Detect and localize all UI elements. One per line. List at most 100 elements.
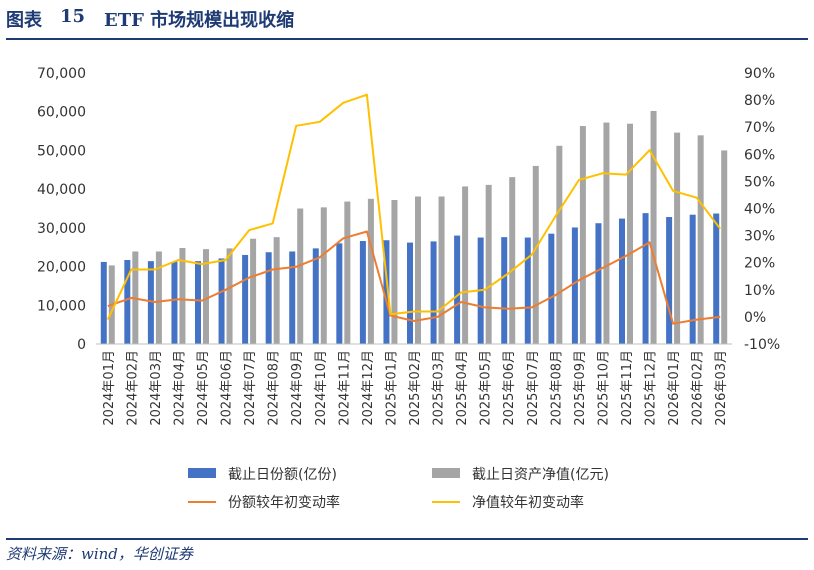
bar-units xyxy=(595,223,602,344)
x-axis-tick-label: 2024年02月 xyxy=(125,350,140,426)
bar-nav xyxy=(203,249,209,344)
bar-nav xyxy=(485,184,492,344)
bar-nav xyxy=(179,247,186,344)
x-axis-tick-label: 2024年12月 xyxy=(361,350,376,426)
x-axis-tick-label: 2024年04月 xyxy=(172,350,187,426)
legend-swatch-units xyxy=(188,468,216,478)
bar-units xyxy=(359,241,366,344)
bar-units xyxy=(407,242,413,344)
right-axis-tick-label: 20% xyxy=(744,256,775,272)
x-axis-tick-label: 2026年02月 xyxy=(691,350,706,426)
legend-label-nav-change: 净值较年初变动率 xyxy=(472,495,584,511)
bar-units xyxy=(548,233,555,344)
left-axis-tick-label: 20,000 xyxy=(37,260,86,276)
bar-units xyxy=(383,240,390,344)
x-axis-tick-label: 2025年05月 xyxy=(479,350,494,426)
left-axis-tick-label: 40,000 xyxy=(37,182,86,198)
bar-nav xyxy=(603,122,610,344)
bar-units xyxy=(171,261,178,344)
right-axis-tick-label: 60% xyxy=(744,147,775,163)
x-axis-tick-label: 2025年10月 xyxy=(596,350,611,426)
line-nav-change xyxy=(106,93,721,321)
bar-units xyxy=(218,258,225,344)
bar-units xyxy=(689,214,696,344)
right-axis-tick-label: 70% xyxy=(744,120,775,136)
bar-units xyxy=(713,213,720,344)
bar-nav xyxy=(297,208,304,344)
x-axis-tick-label: 2025年09月 xyxy=(573,350,588,426)
left-axis-tick-label: 50,000 xyxy=(37,143,86,159)
top-rule xyxy=(6,38,808,40)
bar-nav xyxy=(273,237,280,344)
bar-nav xyxy=(391,199,398,344)
bar-units xyxy=(100,261,107,344)
bar-units xyxy=(289,251,296,344)
line-units-change xyxy=(107,230,721,325)
bar-nav xyxy=(579,126,586,344)
bar-nav xyxy=(250,238,257,344)
bar-units xyxy=(430,241,437,344)
right-axis-tick-label: 10% xyxy=(744,283,775,299)
legend-label-units-change: 份额较年初变动率 xyxy=(228,495,340,511)
x-axis-tick-label: 2025年12月 xyxy=(644,350,659,426)
right-axis-tick-label: 50% xyxy=(744,174,775,190)
x-axis-tick-label: 2024年10月 xyxy=(314,350,329,426)
bar-units xyxy=(195,261,201,344)
legend-label-nav: 截止日资产净值(亿元) xyxy=(472,467,609,483)
bottom-rule xyxy=(6,538,808,540)
bar-nav xyxy=(627,123,633,344)
bar-units xyxy=(619,218,625,344)
x-axis-tick-label: 2025年02月 xyxy=(408,350,423,426)
legend-swatch-nav-change xyxy=(432,501,460,503)
bar-nav xyxy=(509,177,516,344)
bar-units xyxy=(312,248,319,344)
chart-heading: 图表 15 ETF 市场规模出现收缩 xyxy=(6,2,808,36)
left-axis-tick-label: 30,000 xyxy=(37,221,86,237)
bar-units xyxy=(265,252,272,344)
left-axis-tick-label: 70,000 xyxy=(37,66,86,82)
bar-nav xyxy=(367,198,374,344)
legend-label-units: 截止日份额(亿份) xyxy=(228,467,337,483)
bar-nav xyxy=(320,207,327,344)
bar-nav xyxy=(438,196,445,344)
x-axis-tick-label: 2025年08月 xyxy=(549,350,564,426)
bar-nav xyxy=(721,150,728,344)
bar-units xyxy=(524,237,531,344)
x-axis-tick-label: 2025年06月 xyxy=(502,350,517,426)
bar-nav xyxy=(556,145,563,344)
bar-nav xyxy=(155,251,162,344)
bar-units xyxy=(147,261,154,344)
legend-swatch-units-change xyxy=(188,501,216,503)
x-axis-tick-label: 2024年09月 xyxy=(290,350,305,426)
x-axis-tick-label: 2025年04月 xyxy=(455,350,470,426)
x-axis-tick-label: 2024年11月 xyxy=(337,350,352,426)
x-axis-tick-label: 2025年01月 xyxy=(384,350,399,426)
bar-units xyxy=(642,213,649,344)
right-axis-tick-label: 90% xyxy=(744,66,775,82)
x-axis-tick-label: 2025年07月 xyxy=(526,350,541,426)
right-axis-tick-label: 80% xyxy=(744,93,775,109)
bar-units xyxy=(571,227,578,344)
x-axis-tick-label: 2025年03月 xyxy=(432,350,447,426)
right-axis-tick-label: 40% xyxy=(744,202,775,218)
x-axis-tick-label: 2024年01月 xyxy=(102,350,117,426)
bar-units xyxy=(501,237,508,344)
right-axis-tick-label: 30% xyxy=(744,229,775,245)
bar-nav xyxy=(226,248,233,344)
bar-nav xyxy=(674,132,681,344)
x-axis-tick-label: 2024年07月 xyxy=(243,350,258,426)
bar-nav xyxy=(650,110,657,344)
legend-swatch-nav xyxy=(432,468,460,478)
left-axis-tick-label: 0 xyxy=(77,337,86,353)
x-axis-tick-label: 2024年08月 xyxy=(267,350,282,426)
figure-prefix: 图表 xyxy=(6,10,42,31)
bar-units xyxy=(242,254,249,344)
x-axis-tick-label: 2026年01月 xyxy=(667,350,682,426)
chart-title: ETF 市场规模出现收缩 xyxy=(104,10,295,31)
figure-number: 15 xyxy=(60,6,86,27)
x-axis-tick-label: 2024年03月 xyxy=(149,350,164,426)
bar-nav xyxy=(697,135,704,344)
right-axis-tick-label: 0% xyxy=(744,310,766,326)
source-note: 资料来源：wind，华创证券 xyxy=(6,545,193,563)
